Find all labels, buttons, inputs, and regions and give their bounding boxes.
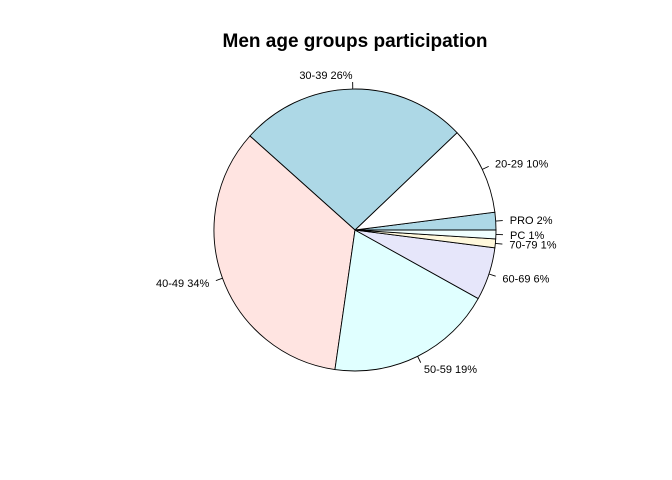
pie-label-tick-5 xyxy=(488,273,496,277)
pie-slices xyxy=(213,88,497,372)
pie-label-0: PRO 2% xyxy=(510,215,553,227)
pie-label-tick-4 xyxy=(417,356,422,363)
pie-label-tick-6 xyxy=(495,242,503,245)
pie-label-6: 70-79 1% xyxy=(509,240,556,252)
pie-slice-4 xyxy=(334,229,479,372)
pie-labels: PRO 2% 20-29 10% 30-39 26% 40-49 34% 50-59 1… xyxy=(156,70,557,376)
pie-label-7: PC 1% xyxy=(510,230,544,242)
pie-label-1: 20-29 10% xyxy=(495,158,548,170)
pie-label-tick-3 xyxy=(215,277,223,282)
pie-label-3: 40-49 34% xyxy=(156,278,209,290)
pie-slice-3 xyxy=(213,135,356,371)
chart-title: Men age groups participation xyxy=(223,31,488,52)
pie-label-2: 30-39 26% xyxy=(299,70,352,82)
pie-slice-2 xyxy=(249,88,458,231)
pie-label-4: 50-59 19% xyxy=(424,364,477,376)
pie-label-5: 60-69 6% xyxy=(502,273,549,285)
pie-label-tick-1 xyxy=(482,165,489,170)
